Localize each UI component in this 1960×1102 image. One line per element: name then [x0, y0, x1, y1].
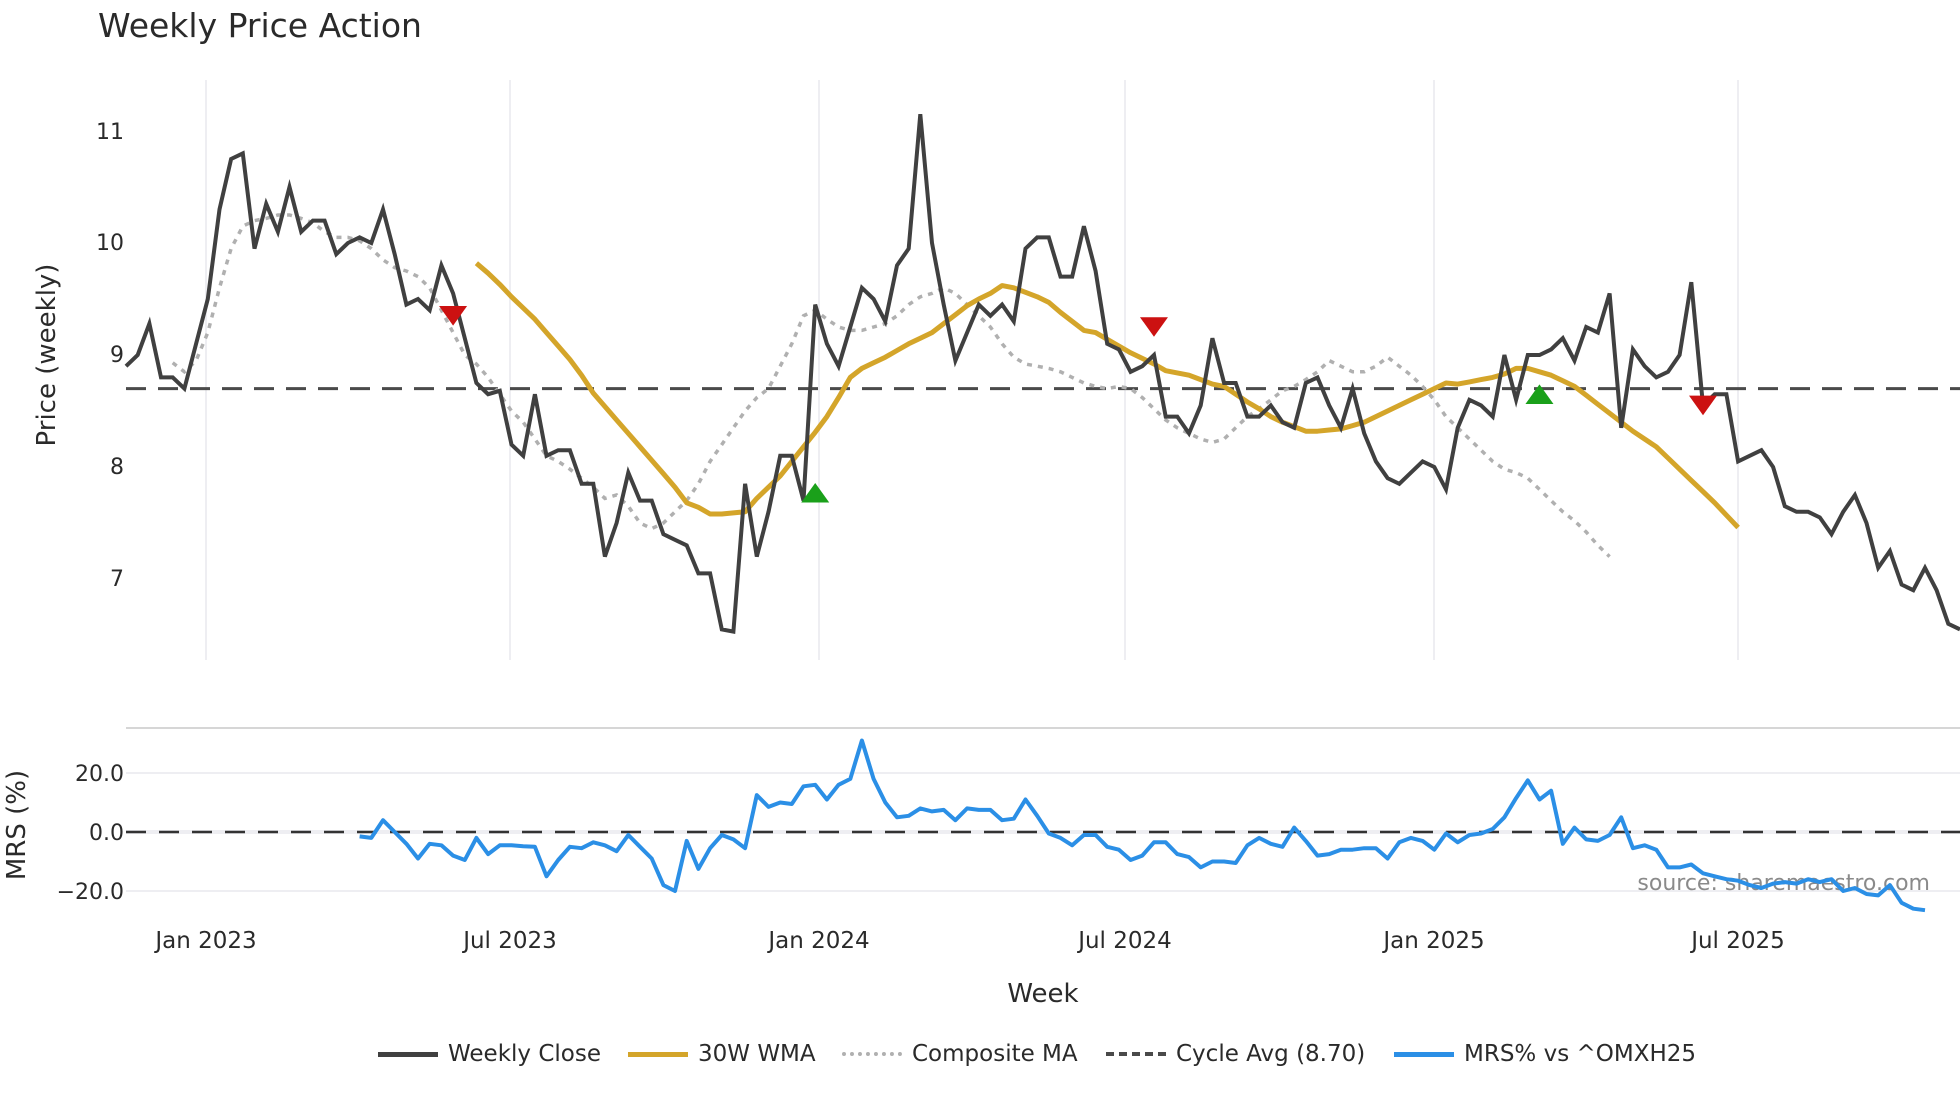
solid-line-icon	[628, 1051, 688, 1057]
xtick: Jan 2025	[1381, 928, 1484, 954]
price-ytick: 8	[110, 455, 124, 480]
sell-signal-triangle-down-icon	[1139, 317, 1168, 337]
xtick: Jul 2025	[1689, 928, 1785, 954]
price-ytick: 9	[110, 343, 124, 368]
solid-line-icon	[1394, 1051, 1454, 1057]
mrs-ytick: 20.0	[75, 762, 124, 787]
legend-label: Composite MA	[912, 1041, 1078, 1067]
sell-signal-triangle-down-icon	[1689, 395, 1718, 416]
composite-ma-line	[171, 213, 1611, 558]
price-panel-gridlines	[205, 80, 1739, 660]
legend-item-weekly-close[interactable]: Weekly Close	[378, 1034, 601, 1074]
dashed-line-icon	[1106, 1052, 1166, 1056]
xtick: Jul 2024	[1076, 928, 1172, 954]
legend-item-mrs[interactable]: MRS% vs ^OMXH25	[1394, 1034, 1696, 1074]
weekly-close-line	[124, 114, 1960, 634]
sell-signal-triangle-down-icon	[439, 306, 468, 326]
mrs-y-axis: 20.0 0.0 −20.0 MRS (%)	[2, 762, 124, 905]
chart-title: Weekly Price Action	[98, 6, 422, 45]
legend-label: Cycle Avg (8.70)	[1176, 1041, 1366, 1067]
price-ytick: 10	[96, 231, 124, 256]
price-y-axis: 11 10 9 8 7 Price (weekly)	[32, 120, 124, 592]
x-axis: Jan 2023 Jul 2023 Jan 2024 Jul 2024 Jan …	[153, 928, 1784, 1009]
solid-line-icon	[378, 1051, 438, 1057]
price-y-axis-label: Price (weekly)	[32, 264, 62, 447]
xtick: Jul 2023	[461, 928, 557, 954]
dotted-line-icon	[842, 1052, 902, 1056]
legend-item-cycle-avg[interactable]: Cycle Avg (8.70)	[1106, 1034, 1365, 1074]
price-ytick: 7	[110, 567, 124, 592]
xtick: Jan 2024	[766, 928, 869, 954]
legend: Weekly Close 30W WMA Composite MA Cycle …	[0, 1034, 1960, 1074]
wma30-line	[474, 261, 1740, 530]
buy-signal-triangle-up-icon	[1525, 384, 1554, 404]
mrs-ytick: 0.0	[89, 821, 124, 846]
legend-label: Weekly Close	[448, 1041, 601, 1067]
xtick: Jan 2023	[153, 928, 256, 954]
legend-label: MRS% vs ^OMXH25	[1464, 1041, 1697, 1067]
legend-item-wma30[interactable]: 30W WMA	[628, 1034, 816, 1074]
price-ytick: 11	[96, 120, 124, 145]
legend-item-composite-ma[interactable]: Composite MA	[842, 1034, 1078, 1074]
mrs-line	[359, 738, 1926, 913]
mrs-y-axis-label: MRS (%)	[2, 770, 32, 880]
signal-markers	[439, 306, 1718, 503]
x-axis-label: Week	[1007, 979, 1078, 1009]
mrs-ytick: −20.0	[57, 880, 124, 905]
legend-label: 30W WMA	[698, 1041, 816, 1067]
buy-signal-triangle-up-icon	[801, 482, 830, 503]
